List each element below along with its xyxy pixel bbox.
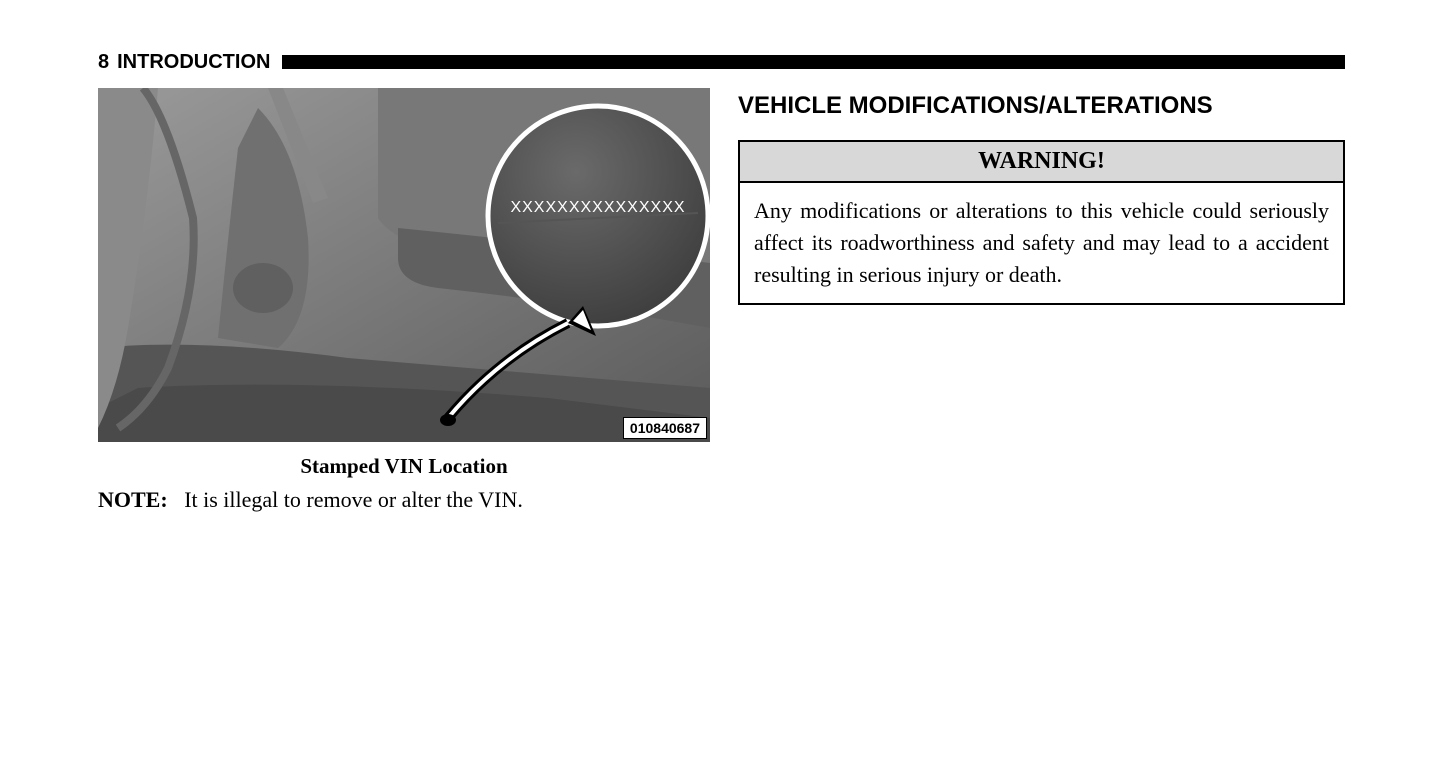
section-title: INTRODUCTION	[117, 51, 270, 74]
note-line: NOTE: It is illegal to remove or alter t…	[98, 485, 710, 516]
warning-body: Any modifications or alterations to this…	[740, 183, 1343, 303]
note-text: It is illegal to remove or alter the VIN…	[184, 487, 523, 512]
right-column: VEHICLE MODIFICATIONS/ALTERATIONS WARNIN…	[738, 88, 1345, 516]
left-column: XXXXXXXXXXXXXXX 010840687 Stamped VIN Lo…	[98, 88, 710, 516]
image-reference-number: 010840687	[623, 417, 707, 439]
header-rule	[282, 55, 1345, 69]
page-header: 8 INTRODUCTION	[98, 48, 1345, 76]
page-number: 8	[98, 51, 109, 74]
modifications-heading: VEHICLE MODIFICATIONS/ALTERATIONS	[738, 92, 1345, 120]
vin-placeholder-text: XXXXXXXXXXXXXXX	[510, 199, 685, 216]
warning-box: WARNING! Any modifications or alteration…	[738, 140, 1345, 305]
warning-title: WARNING!	[740, 142, 1343, 183]
figure-caption: Stamped VIN Location	[98, 454, 710, 479]
vin-location-figure: XXXXXXXXXXXXXXX 010840687	[98, 88, 710, 442]
vin-illustration: XXXXXXXXXXXXXXX	[98, 88, 710, 442]
content-area: XXXXXXXXXXXXXXX 010840687 Stamped VIN Lo…	[98, 88, 1345, 516]
note-label: NOTE:	[98, 487, 168, 512]
